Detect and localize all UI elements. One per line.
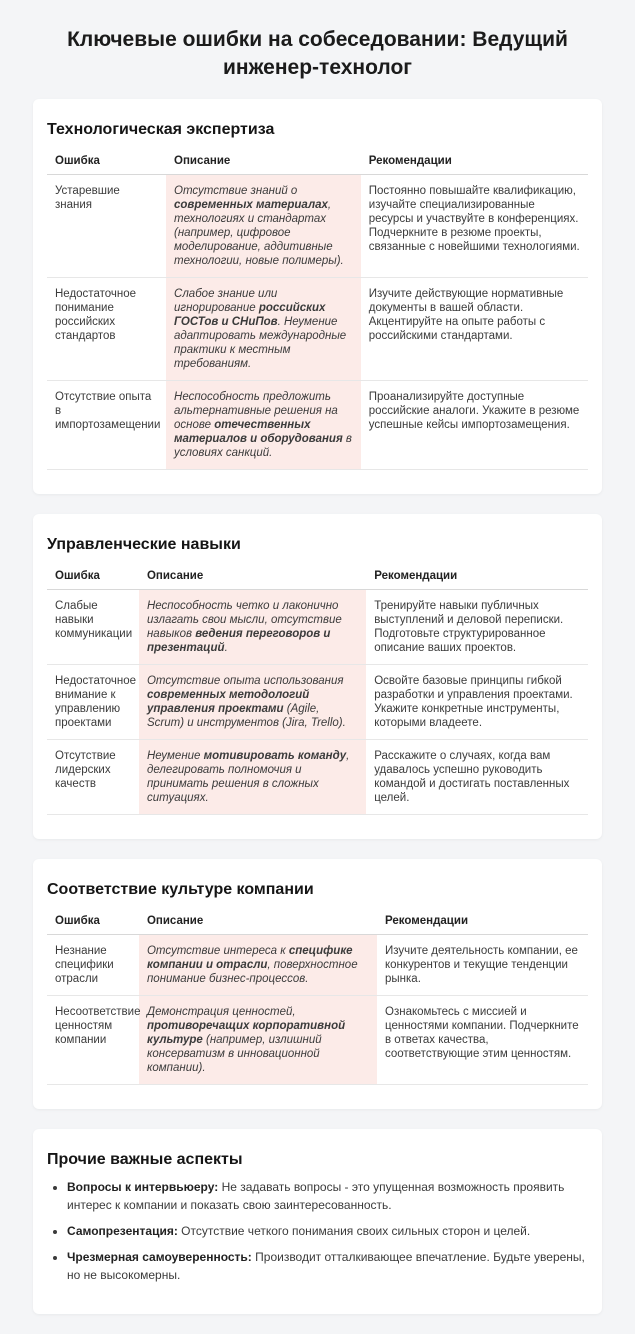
description-cell: Неспособность предложить альтернативные … — [166, 380, 361, 470]
recommendation-cell: Проанализируйте доступные российские ана… — [360, 380, 588, 470]
section-heading-other-aspects: Прочие важные аспекты — [47, 1151, 243, 1169]
table-row: Несоответствие ценностям компании Демонс… — [47, 995, 588, 1086]
table-header-row: Ошибка Описание Рекомендации — [47, 146, 588, 175]
error-cell: Недостаточное понимание российских станд… — [47, 277, 167, 381]
error-cell: Несоответствие ценностям компании — [47, 995, 140, 1086]
table-header-row: Ошибка Описание Рекомендации — [47, 561, 588, 590]
bullet-text: Отсутствие четкого понимания своих сильн… — [181, 1224, 531, 1239]
list-item: Вопросы к интервьюеру: Не задавать вопро… — [67, 1179, 588, 1214]
table-row: Отсутствие лидерских качеств Неумение мо… — [47, 739, 588, 816]
table-row: Отсутствие опыта в импортозамещении Несп… — [47, 380, 588, 470]
column-header-recommendation: Рекомендации — [377, 907, 588, 936]
column-header-description: Описание — [138, 907, 377, 936]
bullet-label: Самопрезентация: — [67, 1224, 178, 1239]
description-cell: Отсутствие интереса к специфике компании… — [138, 934, 377, 997]
error-cell: Отсутствие лидерских качеств — [47, 739, 139, 816]
table-row: Слабые навыки коммуникации Неспособность… — [47, 589, 588, 666]
section-heading-culture-fit: Соответствие культуре компании — [47, 881, 314, 899]
column-header-recommendation: Рекомендации — [366, 561, 588, 590]
bullet-label: Вопросы к интервьюеру: — [67, 1180, 219, 1195]
column-header-error: Ошибка — [47, 561, 139, 590]
recommendation-cell: Освойте базовые принципы гибкой разработ… — [366, 664, 588, 741]
section-card-management-skills: Управленческие навыки Ошибка Описание Ре… — [33, 513, 602, 840]
section-card-culture-fit: Соответствие культуре компании Ошибка Оп… — [33, 859, 602, 1110]
management-skills-table: Ошибка Описание Рекомендации Слабые навы… — [47, 561, 588, 816]
column-header-recommendation: Рекомендации — [360, 146, 588, 175]
error-cell: Устаревшие знания — [47, 174, 167, 278]
error-cell: Недостаточное внимание к управлению прое… — [47, 664, 139, 741]
description-cell: Отсутствие опыта использования современн… — [138, 664, 367, 741]
recommendation-cell: Ознакомьтесь с миссией и ценностями комп… — [377, 995, 588, 1086]
error-cell: Слабые навыки коммуникации — [47, 589, 139, 666]
list-item: Самопрезентация: Отсутствие четкого пони… — [67, 1223, 588, 1240]
column-header-error: Ошибка — [47, 146, 167, 175]
description-cell: Неумение мотивировать команду, делегиров… — [138, 739, 367, 816]
table-header-row: Ошибка Описание Рекомендации — [47, 907, 588, 936]
section-card-other-aspects: Прочие важные аспекты Вопросы к интервью… — [33, 1129, 602, 1315]
table-row: Устаревшие знания Отсутствие знаний о со… — [47, 174, 588, 278]
description-cell: Слабое знание или игнорирование российск… — [166, 277, 361, 381]
bullet-label: Чрезмерная самоуверенность: — [67, 1250, 252, 1265]
culture-fit-table: Ошибка Описание Рекомендации Незнание сп… — [47, 907, 588, 1086]
table-row: Недостаточное понимание российских станд… — [47, 277, 588, 381]
error-cell: Незнание специфики отрасли — [47, 934, 139, 997]
other-aspects-list: Вопросы к интервьюеру: Не задавать вопро… — [47, 1179, 588, 1284]
description-cell: Неспособность четко и лаконично излагать… — [138, 589, 367, 666]
page-title: Ключевые ошибки на собеседовании: Ведущи… — [67, 28, 568, 80]
recommendation-cell: Тренируйте навыки публичных выступлений … — [366, 589, 588, 666]
recommendation-cell: Постоянно повышайте квалификацию, изучай… — [360, 174, 588, 278]
recommendation-cell: Расскажите о случаях, когда вам удавалос… — [366, 739, 588, 816]
column-header-description: Описание — [138, 561, 367, 590]
table-row: Недостаточное внимание к управлению прое… — [47, 664, 588, 741]
section-card-tech-expertise: Технологическая экспертиза Ошибка Описан… — [33, 98, 602, 494]
list-item: Чрезмерная самоуверенность: Производит о… — [67, 1249, 588, 1284]
section-heading-tech-expertise: Технологическая экспертиза — [47, 120, 275, 138]
section-heading-management-skills: Управленческие навыки — [47, 535, 241, 553]
description-cell: Демонстрация ценностей, противоречащих к… — [138, 995, 377, 1086]
column-header-description: Описание — [166, 146, 361, 175]
recommendation-cell: Изучите действующие нормативные документ… — [360, 277, 588, 381]
table-row: Незнание специфики отрасли Отсутствие ин… — [47, 934, 588, 997]
tech-expertise-table: Ошибка Описание Рекомендации Устаревшие … — [47, 146, 588, 470]
column-header-error: Ошибка — [47, 907, 139, 936]
recommendation-cell: Изучите деятельность компании, ее конкур… — [377, 934, 588, 997]
error-cell: Отсутствие опыта в импортозамещении — [47, 380, 167, 470]
description-cell: Отсутствие знаний о современных материал… — [166, 174, 361, 278]
